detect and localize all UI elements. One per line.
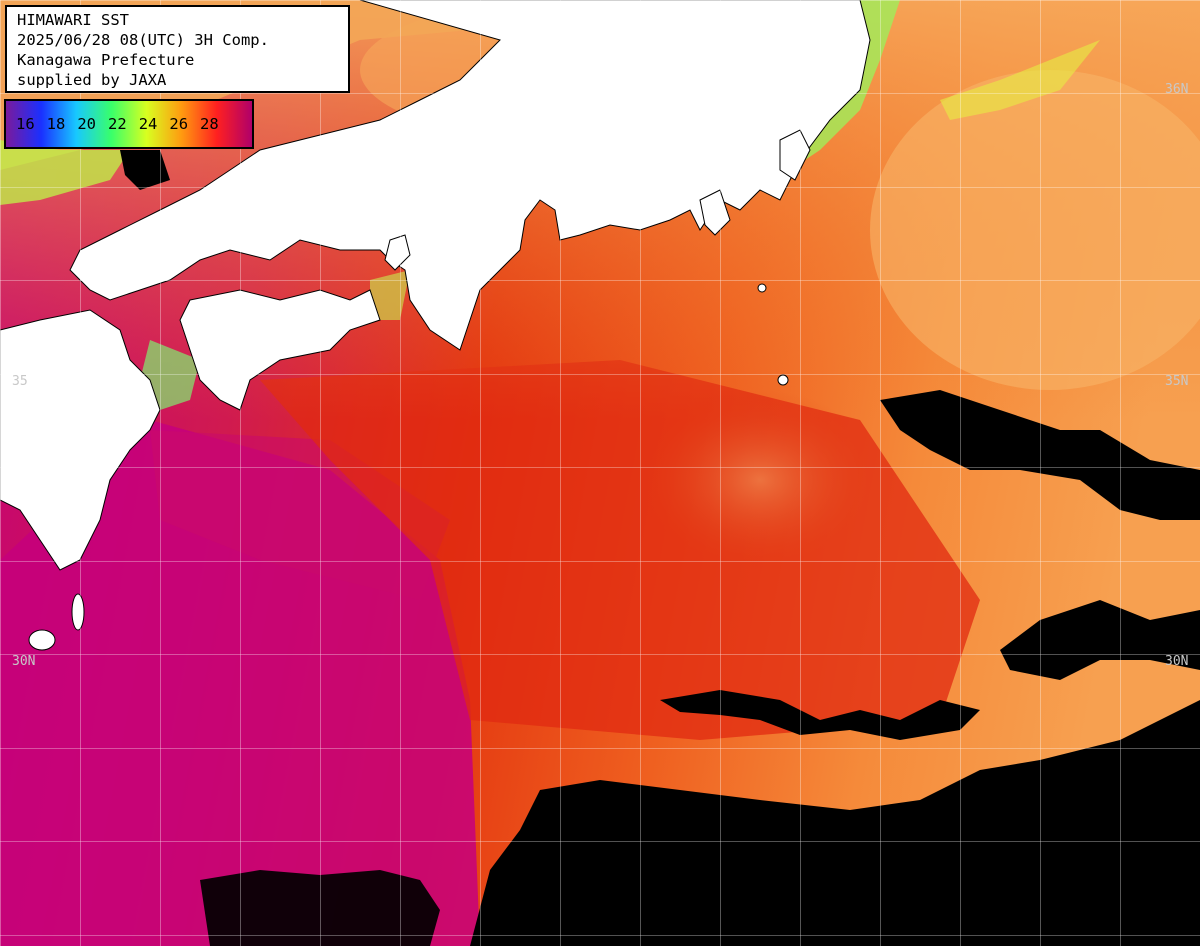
lat-35-right-label: 35N: [1165, 374, 1189, 389]
supplier-credit: supplied by JAXA: [17, 71, 167, 89]
legend-label-20: 20: [77, 115, 97, 133]
temperature-legend: 16 18 20 22 24 26 28: [4, 99, 254, 149]
observation-time: 2025/06/28 08(UTC) 3H Comp.: [17, 31, 269, 49]
legend-label-22: 22: [108, 115, 127, 133]
provider-prefecture: Kanagawa Prefecture: [17, 51, 195, 69]
product-title: HIMAWARI SST: [17, 11, 129, 29]
lat-30-right-label: 30N: [1165, 654, 1189, 669]
legend-label-24: 24: [138, 115, 158, 133]
legend-label-18: 18: [46, 115, 66, 133]
lat-30-left-label: 30N: [12, 654, 36, 669]
title-box: HIMAWARI SST 2025/06/28 08(UTC) 3H Comp.…: [5, 5, 350, 93]
legend-label-26: 26: [169, 115, 189, 133]
legend-labels: 16 18 20 22 24 26 28: [16, 115, 219, 133]
legend-label-16: 16: [16, 115, 35, 133]
legend-label-28: 28: [200, 115, 219, 133]
lat-36-right-label: 36N: [1165, 82, 1189, 97]
legend-color-bar: [6, 101, 252, 147]
lat-35-left-label: 35: [12, 374, 28, 389]
